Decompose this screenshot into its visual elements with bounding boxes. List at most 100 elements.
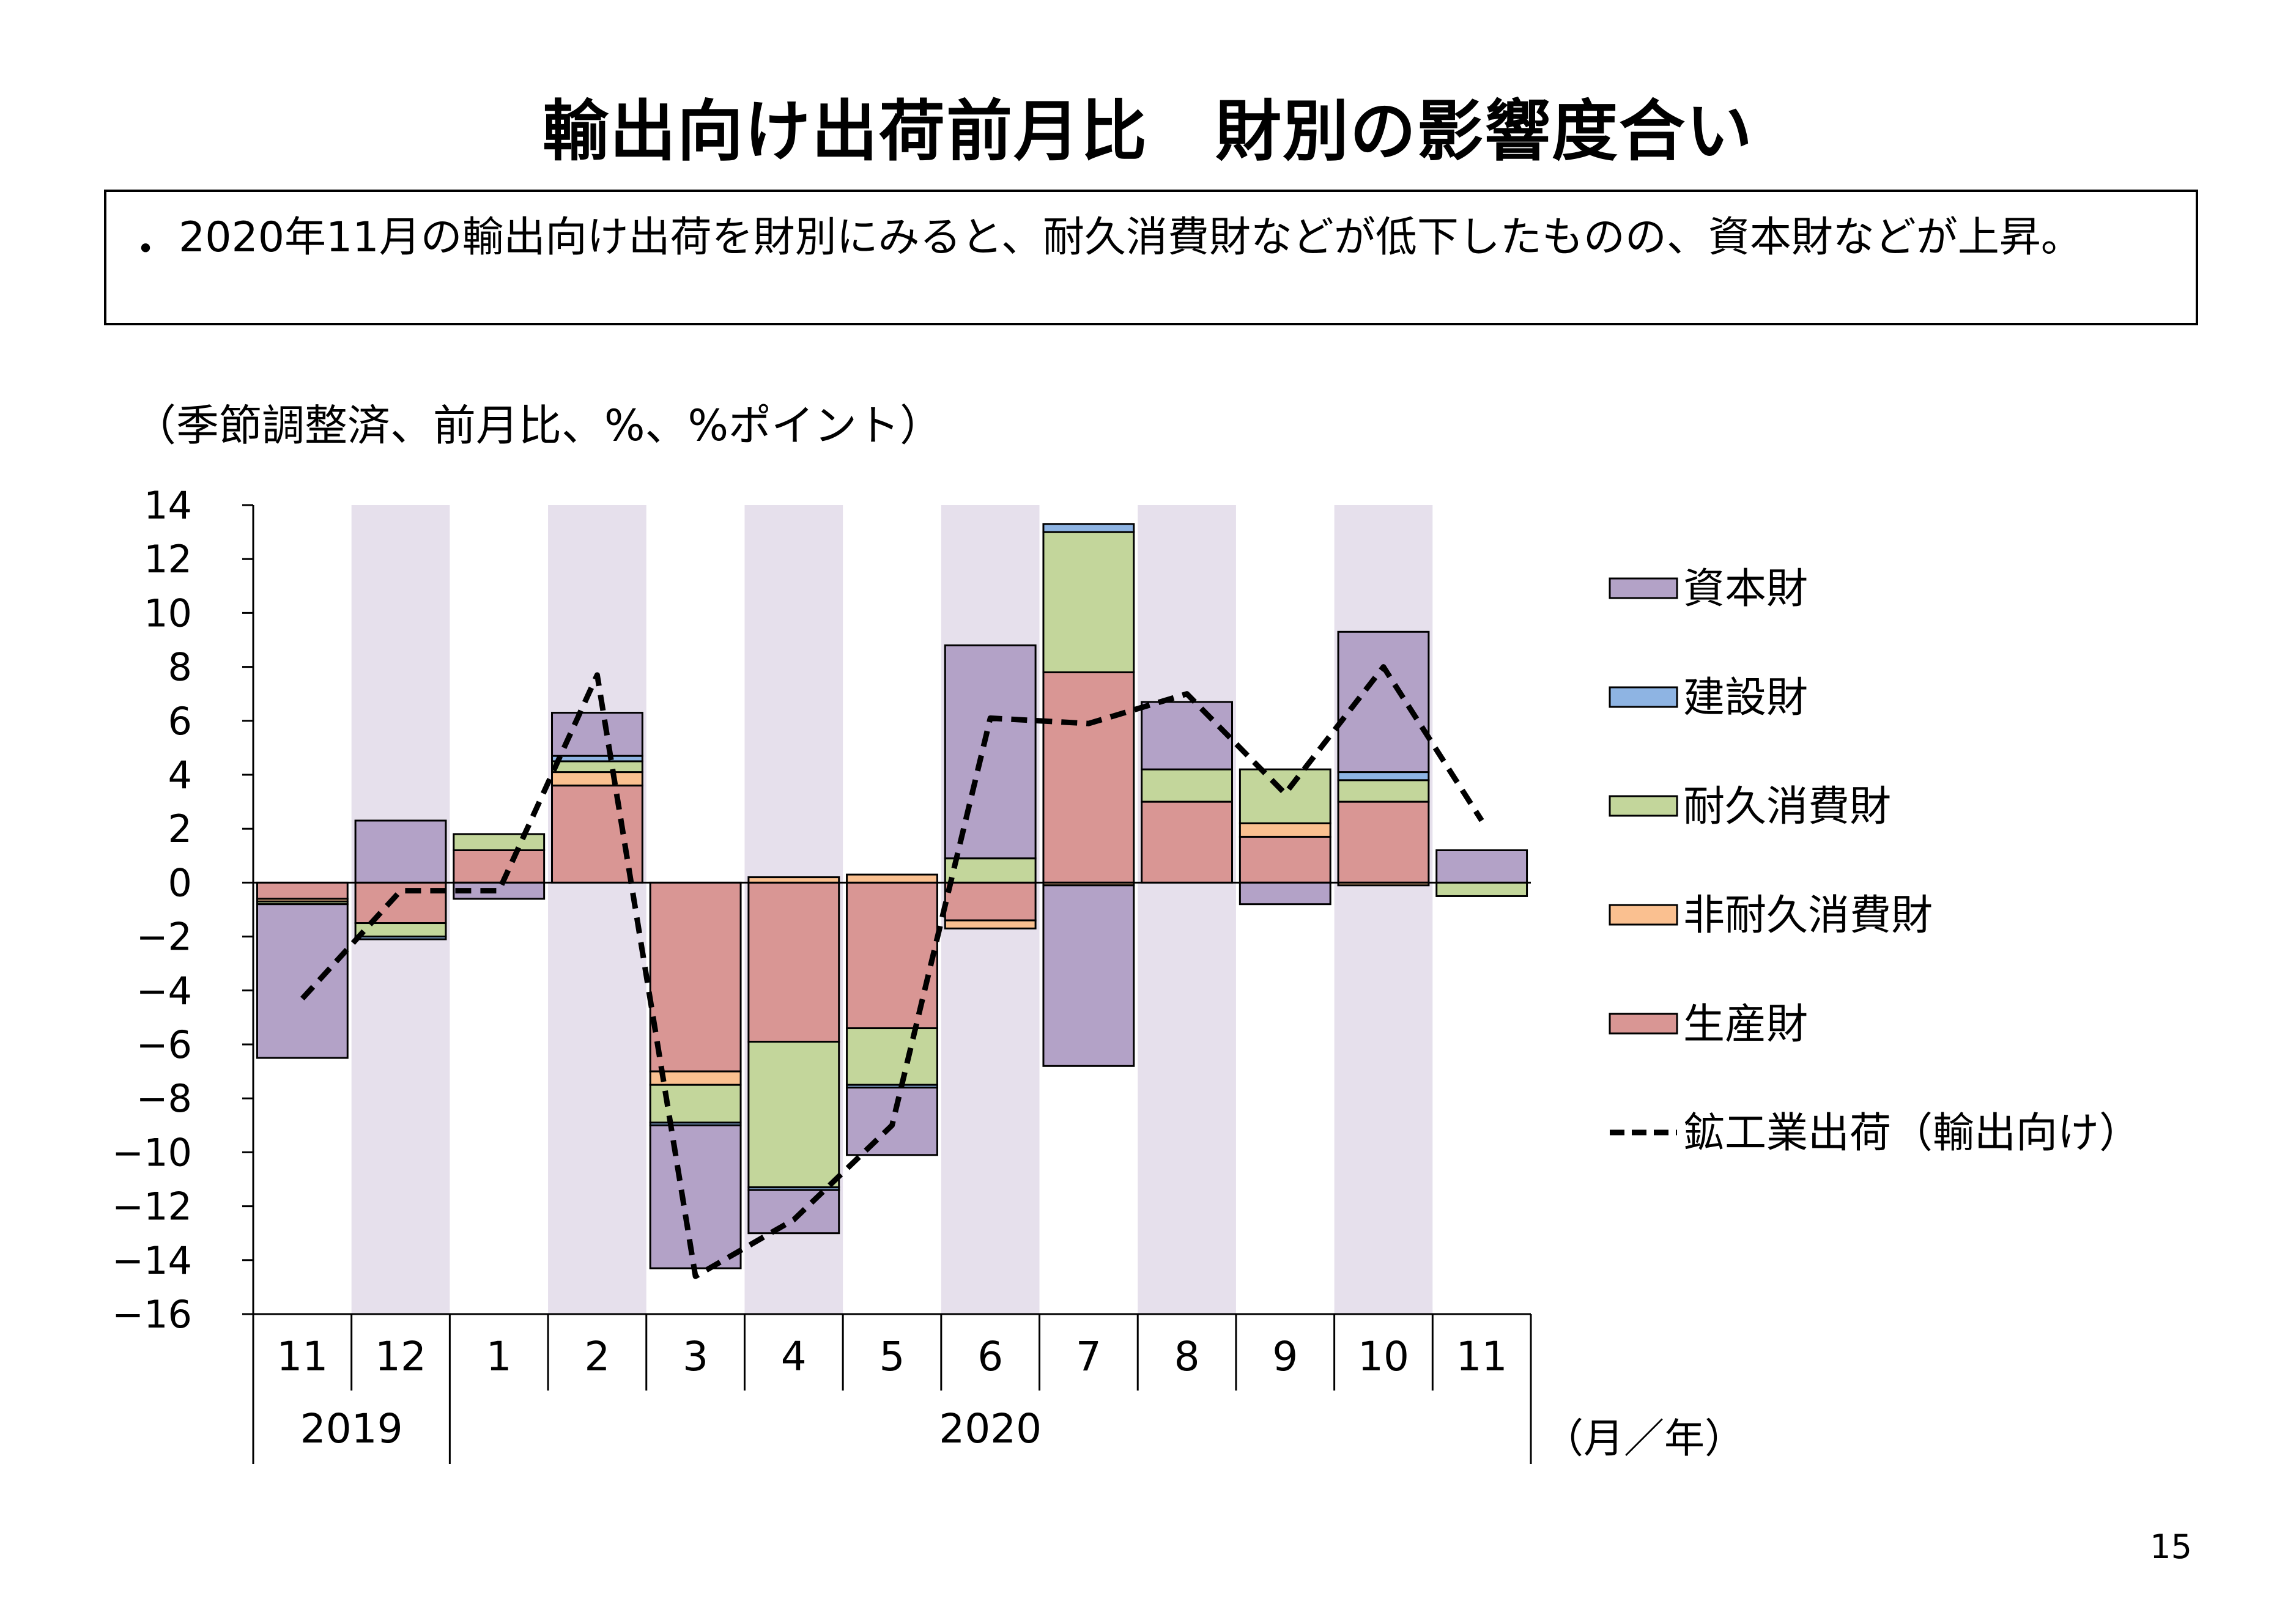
year-label-2020: 2020: [939, 1405, 1042, 1452]
legend-swatch-建設財: [1609, 686, 1678, 708]
y-tick-label: −10: [112, 1130, 192, 1175]
bar-segment-生産財-4: [649, 881, 742, 1073]
bar-segment-資本財-5: [747, 1189, 840, 1235]
y-tick-labels: 14 12 10 8 6 4 2 0 −2 −4 −6 −8 −10 −12 −14 −16: [112, 483, 192, 1337]
page-title: 輸出向け出荷前月比 財別の影響度合い: [542, 94, 1753, 170]
bar-segment-耐久消費財-1: [354, 922, 447, 938]
x-unit-label: （月／年）: [1543, 1415, 1745, 1462]
bar-segment-建設財-1: [354, 936, 447, 940]
bar-segment-生産財-9: [1141, 800, 1233, 884]
bar-segment-耐久消費財-10: [1239, 768, 1331, 824]
y-tick-label: −14: [112, 1238, 192, 1283]
y-tick-label: 6: [168, 699, 192, 744]
summary-box: ・ 2020年11月の輸出向け出荷を財別にみると、耐久消費財などが低下したものの…: [104, 190, 2198, 325]
bar-segment-非耐久消費財-7: [944, 919, 1037, 929]
bar-segment-耐久消費財-8: [1042, 531, 1135, 673]
bar-segment-資本財-10: [1239, 881, 1331, 906]
year-label-2019: 2019: [300, 1405, 403, 1452]
x-tick-label: 10: [1358, 1333, 1409, 1380]
band-10-11: [1334, 505, 1433, 1314]
x-tick-label: 12: [375, 1333, 426, 1380]
bar-segment-資本財-4: [649, 1124, 742, 1269]
bar-segment-資本財-3: [551, 712, 643, 757]
legend-label-建設財: 建設財: [1683, 674, 1808, 722]
bar-segment-資本財-1: [354, 819, 447, 884]
x-tick-label: 9: [1272, 1333, 1298, 1380]
bar-segment-耐久消費財-6: [846, 1027, 938, 1086]
bar-segment-耐久消費財-12: [1435, 881, 1528, 897]
bar-segment-耐久消費財-2: [453, 833, 546, 851]
summary-bullet: ・: [125, 226, 167, 274]
x-tick-label: 7: [1076, 1333, 1102, 1380]
y-tick-label: 2: [168, 807, 192, 851]
band-8-9: [1138, 505, 1236, 1314]
y-tick-label: −12: [112, 1184, 192, 1229]
y-tick-label: −8: [136, 1076, 192, 1121]
bar-segment-耐久消費財-11: [1337, 779, 1430, 803]
y-tick-label: 4: [168, 753, 192, 797]
shipments-line: [300, 664, 1484, 1279]
x-tick-label: 4: [781, 1333, 807, 1380]
bar-segment-生産財-2: [453, 849, 546, 884]
bar-segment-生産財-5: [747, 881, 840, 1043]
y-tick-label: 8: [168, 645, 192, 690]
x-tick-label: 1: [486, 1333, 512, 1380]
bar-segment-資本財-0: [256, 903, 349, 1059]
legend-label-耐久消費財: 耐久消費財: [1683, 783, 1891, 831]
legend-label-資本財: 資本財: [1683, 565, 1808, 613]
bar-segment-生産財-10: [1239, 835, 1331, 884]
bar-segment-生産財-6: [846, 881, 938, 1030]
y-tick-label: 10: [144, 591, 192, 635]
y-tick-label: −4: [136, 969, 192, 1013]
x-tick-label: 2: [584, 1333, 610, 1380]
y-tick-label: 14: [144, 483, 192, 528]
bar-segment-生産財-11: [1337, 800, 1430, 884]
bar-segment-耐久消費財-5: [747, 1041, 840, 1189]
bar-segment-非耐久消費財-10: [1239, 822, 1331, 838]
x-tick-label: 5: [880, 1333, 905, 1380]
stacked-bars: [256, 523, 1528, 1269]
bar-segment-非耐久消費財-3: [551, 771, 643, 787]
bar-segment-生産財-7: [944, 881, 1037, 922]
y-tick-label: 0: [168, 860, 192, 905]
legend-label-生産財: 生産財: [1683, 1000, 1808, 1049]
bar-segment-資本財-7: [944, 644, 1037, 860]
bar-segment-生産財-3: [551, 785, 643, 884]
bar-segment-耐久消費財-4: [649, 1084, 742, 1124]
unit-note: （季節調整済、前月比、%、%ポイント）: [133, 401, 943, 451]
bar-segment-資本財-12: [1435, 849, 1528, 884]
bar-segment-耐久消費財-3: [551, 760, 643, 774]
x-tick-label: 11: [276, 1333, 328, 1380]
series-line: [300, 664, 1484, 1279]
legend-label-非耐久消費財: 非耐久消費財: [1683, 892, 1933, 940]
x-tick-label: 8: [1174, 1333, 1200, 1380]
bar-segment-資本財-9: [1141, 701, 1233, 770]
legend-swatch-資本財: [1609, 577, 1678, 599]
legend-swatch-生産財: [1609, 1013, 1678, 1035]
bar-segment-耐久消費財-9: [1141, 768, 1233, 803]
bar-segment-生産財-0: [256, 881, 349, 900]
legend-swatch-非耐久消費財: [1609, 904, 1678, 926]
bar-segment-建設財-11: [1337, 771, 1430, 781]
legend-swatch-耐久消費財: [1609, 795, 1678, 817]
legend-label-鉱工業出荷（輸出向け）: 鉱工業出荷（輸出向け）: [1683, 1109, 2141, 1158]
bar-segment-非耐久消費財-6: [846, 873, 938, 884]
bar-segment-資本財-8: [1042, 884, 1135, 1067]
bar-segment-資本財-11: [1337, 630, 1430, 774]
y-tick-label: −6: [136, 1022, 192, 1067]
x-tick-label: 3: [683, 1333, 708, 1380]
summary-text: 2020年11月の輸出向け出荷を財別にみると、耐久消費財などが低下したものの、資…: [179, 213, 2083, 262]
band-2-3: [548, 505, 646, 1314]
y-tick-label: −16: [112, 1292, 192, 1337]
bar-segment-生産財-8: [1042, 671, 1135, 884]
page-number: 15: [2150, 1527, 2192, 1566]
x-tick-label: 6: [977, 1333, 1003, 1380]
y-tick-label: −2: [136, 915, 192, 959]
y-tick-label: 12: [144, 537, 192, 582]
axes: [242, 504, 1532, 1464]
bar-segment-建設財-8: [1042, 523, 1135, 533]
bar-segment-耐久消費財-7: [944, 857, 1037, 884]
